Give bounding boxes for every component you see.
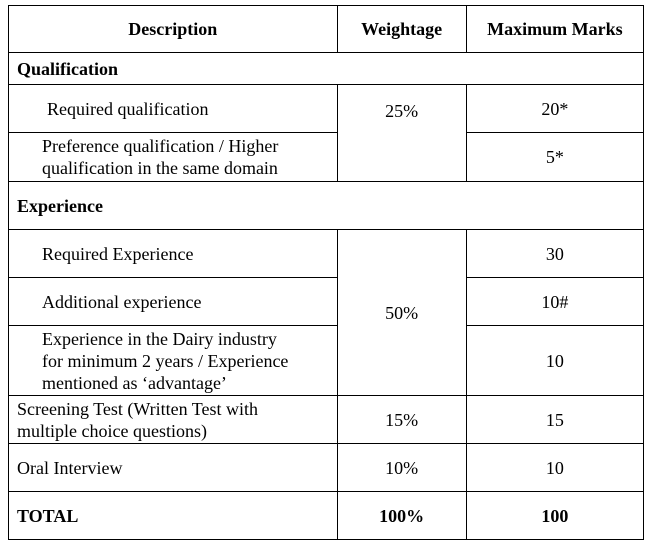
row-marks: 10 — [465, 325, 645, 396]
row-description-line: mentioned as ‘advantage’ — [42, 372, 227, 393]
row-weightage: 25% — [336, 84, 467, 182]
row-description: Additional experience — [8, 277, 338, 326]
row-weightage: 50% — [336, 229, 467, 396]
section-title-qualification: Qualification — [8, 52, 644, 85]
row-weightage: 15% — [336, 395, 467, 444]
header-description: Description — [8, 5, 338, 53]
table-row-screening: Screening Test (Written Test with multip… — [8, 395, 645, 444]
total-weightage: 100% — [336, 491, 467, 540]
row-description-line: Preference qualification / Higher — [42, 136, 279, 156]
row-description-line: multiple choice questions) — [17, 420, 207, 441]
row-marks: 15 — [465, 395, 645, 444]
table-row-interview: Oral Interview 10% 10 — [8, 443, 645, 492]
table-row: Preference qualification / Higher qualif… — [8, 132, 645, 182]
table-row: Required Experience 50% 30 — [8, 229, 645, 396]
section-title-experience: Experience — [8, 181, 644, 230]
row-description: Screening Test (Written Test with multip… — [8, 395, 338, 444]
row-description: Required Experience — [8, 229, 338, 278]
section-row-experience: Experience — [8, 181, 644, 230]
total-label: TOTAL — [8, 491, 338, 540]
header-maximum-marks: Maximum Marks — [465, 5, 645, 53]
header-row: Description Weightage Maximum Marks — [8, 5, 645, 53]
row-description: Oral Interview — [8, 443, 338, 492]
row-marks: 30 — [465, 229, 645, 278]
total-row: TOTAL 100% 100 — [8, 491, 645, 540]
header-weightage: Weightage — [336, 5, 467, 53]
row-marks: 10 — [465, 443, 645, 492]
row-description-line: qualification in the same domain — [42, 158, 278, 178]
row-weightage: 10% — [336, 443, 467, 492]
row-description: Experience in the Dairy industry for min… — [8, 325, 338, 396]
row-marks: 5* — [465, 132, 645, 182]
row-description-line: for minimum 2 years / Experience — [42, 350, 289, 371]
table-row: Additional experience 10# — [8, 277, 645, 326]
marks-table: Description Weightage Maximum Marks Qual… — [8, 5, 645, 540]
row-description-line: Experience in the Dairy industry — [42, 328, 277, 349]
row-marks: 10# — [465, 277, 645, 326]
row-description: Preference qualification / Higher qualif… — [8, 132, 338, 182]
row-description-line: Screening Test (Written Test with — [17, 398, 259, 419]
table-row: Required qualification 25% 20* — [8, 84, 645, 182]
row-marks: 20* — [465, 84, 645, 133]
table-row: Experience in the Dairy industry for min… — [8, 325, 645, 396]
total-marks: 100 — [465, 491, 645, 540]
section-row-qualification: Qualification — [8, 52, 644, 85]
row-description: Required qualification — [8, 84, 338, 133]
